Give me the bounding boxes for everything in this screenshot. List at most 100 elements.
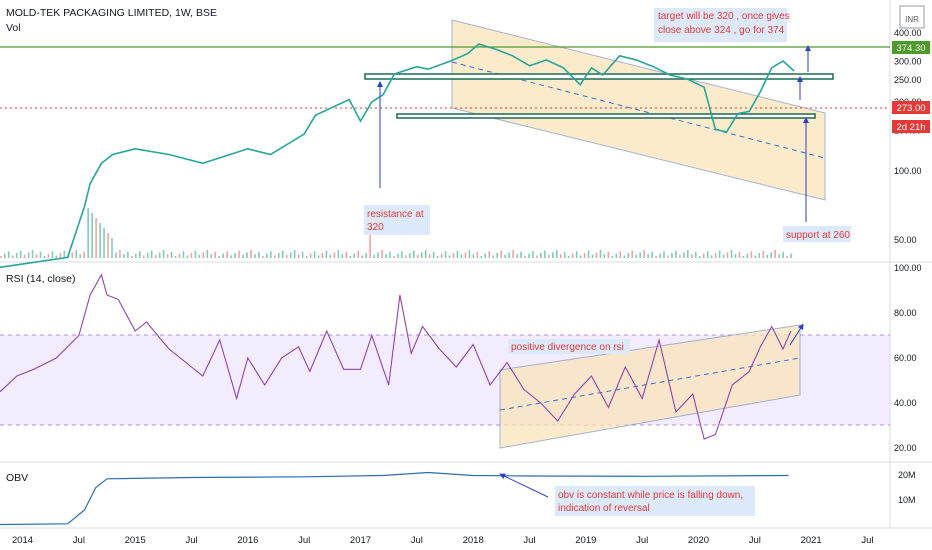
volume-bar — [321, 253, 324, 258]
volume-bar — [786, 256, 788, 258]
volume-bar — [409, 253, 411, 258]
volume-bar — [424, 250, 427, 258]
volume-bar — [559, 254, 562, 258]
volume-bar — [389, 251, 391, 258]
volume-bar — [492, 255, 495, 258]
price-tick-label: 400.00 — [894, 28, 922, 38]
price-tick-label: 250.00 — [894, 75, 922, 85]
volume-bar — [548, 254, 550, 258]
currency-box[interactable] — [899, 5, 925, 29]
volume-bar — [377, 252, 379, 258]
volume-bar — [742, 256, 745, 258]
target-note-line-1: target will be 320 , once gives — [658, 11, 790, 22]
time-tick-label: 2021 — [801, 535, 822, 546]
volume-bar — [575, 251, 578, 258]
volume-bar — [734, 254, 737, 258]
volume-bar — [174, 256, 177, 258]
volume-bar — [532, 251, 534, 258]
volume-bar — [305, 256, 308, 258]
target-price-tag-label: 374.30 — [896, 43, 925, 54]
volume-bar — [714, 253, 717, 258]
volume-bar — [766, 254, 769, 258]
volume-bar — [643, 250, 645, 258]
volume-bar — [39, 251, 42, 258]
volume-bar — [325, 250, 328, 258]
volume-bar — [397, 253, 399, 258]
obv-title[interactable]: OBV — [6, 472, 28, 484]
time-tick-label: 2015 — [125, 535, 146, 546]
rsi-tick-label: 80.00 — [894, 308, 917, 318]
volume-bar — [738, 251, 741, 258]
volume-bar — [603, 254, 606, 258]
volume-label[interactable]: Vol — [6, 22, 21, 34]
volume-bar — [35, 254, 38, 258]
volume-bar — [587, 250, 590, 258]
arrow-rsi — [789, 323, 804, 346]
volume-bar — [361, 255, 363, 258]
rsi-tick-label: 40.00 — [894, 398, 917, 408]
volume-bar — [683, 252, 685, 258]
volume-bar — [119, 250, 121, 258]
volume-bar — [349, 256, 352, 258]
target-price-tag — [892, 41, 930, 54]
rsi-title[interactable]: RSI (14, close) — [6, 273, 75, 285]
volume-bar — [138, 251, 141, 258]
volume-bar — [405, 255, 407, 258]
volume-bar — [722, 254, 725, 258]
target-note-line-2: close above 324 , go for 374 — [658, 25, 785, 36]
time-tick-label: Jul — [298, 535, 310, 546]
volume-bar — [281, 250, 284, 258]
volume-bar — [166, 254, 169, 258]
resistance-note-line-1: resistance at — [367, 209, 424, 220]
time-tick-label: Jul — [861, 535, 873, 546]
volume-bar — [444, 251, 447, 258]
volume-bar — [540, 253, 542, 258]
volume-bar — [238, 250, 240, 258]
volume-bar — [639, 252, 641, 258]
volume-bar — [416, 254, 419, 258]
time-tick-label: Jul — [636, 535, 648, 546]
volume-bar — [746, 253, 749, 258]
volume-bar — [289, 252, 292, 258]
volume-bar — [115, 252, 117, 258]
time-tick-label: Jul — [523, 535, 535, 546]
volume-bar — [782, 251, 784, 258]
volume-bar — [524, 256, 526, 258]
volume-bar — [611, 256, 614, 258]
volume-bar — [91, 213, 93, 258]
volume-bar — [71, 252, 74, 258]
obv-axis-ticks: 20M 10M — [898, 470, 916, 505]
time-tick-label: Jul — [749, 535, 761, 546]
volume-bar — [536, 255, 538, 258]
volume-bar — [647, 254, 649, 258]
volume-bar — [7, 251, 10, 258]
rsi-tick-label: 60.00 — [894, 353, 917, 363]
volume-bar — [75, 250, 78, 258]
arrow-obv — [499, 473, 549, 498]
volume-bar — [583, 253, 586, 258]
time-tick-label: 2019 — [575, 535, 596, 546]
volume-bar — [277, 253, 280, 258]
volume-bar — [516, 254, 518, 258]
volume-bar — [135, 253, 137, 258]
volume-bar — [571, 253, 574, 258]
volume-bar — [468, 250, 471, 258]
volume-bar — [698, 256, 701, 258]
volume-bar — [313, 251, 316, 258]
volume-bar — [182, 251, 185, 258]
rsi-note-box — [508, 339, 630, 354]
time-tick-label: Jul — [185, 535, 197, 546]
volume-bar — [702, 253, 705, 258]
volume-bar — [198, 254, 201, 258]
resistance-zone — [364, 73, 834, 80]
volume-bar — [567, 256, 570, 258]
symbol-title[interactable]: MOLD-TEK PACKAGING LIMITED, 1W, BSE — [6, 7, 217, 19]
volume-bar — [440, 253, 443, 258]
obv-note-box — [555, 486, 755, 516]
volume-bar — [178, 253, 181, 258]
volume-bar — [484, 253, 487, 258]
volume-bar — [591, 254, 594, 258]
rsi-tick-label: 20.00 — [894, 443, 917, 453]
resistance-note-line-2: 320 — [367, 222, 384, 233]
volume-bar — [333, 252, 336, 258]
